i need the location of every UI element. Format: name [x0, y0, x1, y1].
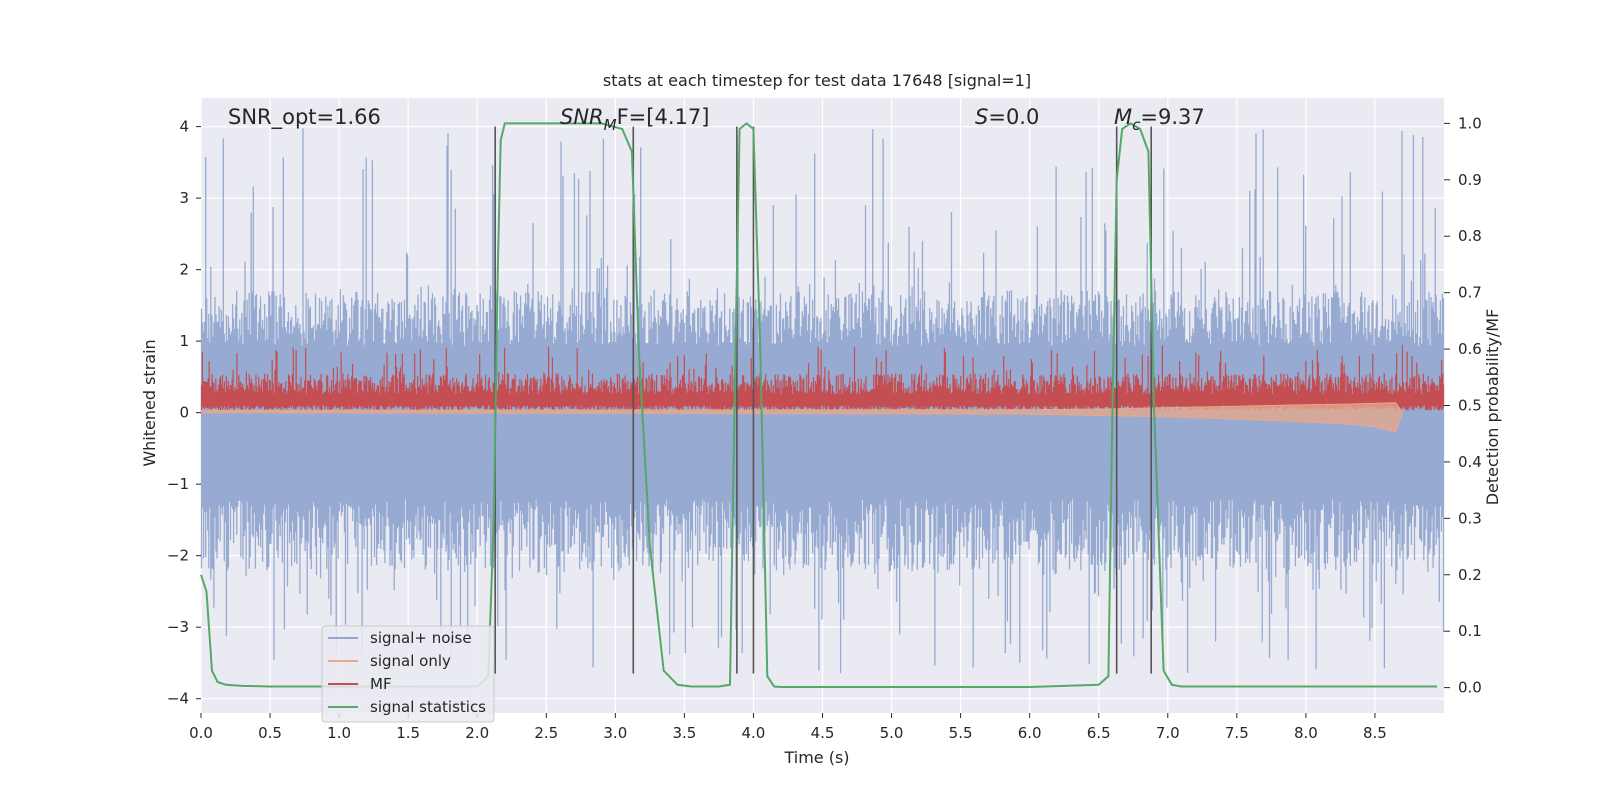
- y-axis-label: Whitened strain: [140, 339, 159, 466]
- y2-tick-label: 0.5: [1458, 397, 1482, 415]
- x-tick-label: 1.0: [327, 724, 351, 742]
- s-rest: =0.0: [988, 105, 1039, 129]
- snr-mf-rest: F=[4.17]: [617, 105, 710, 129]
- x-tick-label: 3.0: [603, 724, 627, 742]
- legend-frame: [321, 625, 495, 723]
- x-tick-label: 7.5: [1225, 724, 1249, 742]
- y-tick-label: 2: [179, 261, 189, 279]
- mc-annotation: Mc=9.37: [1114, 105, 1205, 134]
- x-tick-label: 2.5: [534, 724, 558, 742]
- x-tick-label: 2.0: [465, 724, 489, 742]
- x-axis-label: Time (s): [783, 748, 849, 767]
- x-tick-label: 6.0: [1018, 724, 1042, 742]
- x-tick-label: 1.5: [396, 724, 420, 742]
- legend-label: signal statistics: [370, 698, 486, 716]
- y-tick-label: 4: [179, 118, 189, 136]
- legend-entry: signal only: [328, 652, 451, 670]
- x-tick-label: 5.5: [949, 724, 973, 742]
- x-tick-label: 3.5: [672, 724, 696, 742]
- mc-main: M: [1114, 105, 1132, 129]
- legend-entry: MF: [328, 675, 392, 693]
- y2-tick-label: 0.9: [1458, 171, 1482, 189]
- x-tick-label: 6.5: [1087, 724, 1111, 742]
- legend: signal+ noise signal only MF signal stat…: [321, 625, 495, 723]
- legend-entry: signal statistics: [328, 698, 486, 716]
- x-tick-label: 8.0: [1294, 724, 1318, 742]
- snr-mf-main: SNR: [560, 105, 604, 129]
- snr-mf-annotation: SNRMF=[4.17]: [560, 105, 709, 134]
- y-tick-label: 1: [179, 332, 189, 350]
- mc-sub: c: [1132, 116, 1141, 134]
- y-tick-label: −1: [167, 475, 189, 493]
- signal-only-series: [200, 402, 1404, 433]
- y2-tick-label: 0.4: [1458, 453, 1482, 471]
- y2-tick-label: 0.6: [1458, 340, 1482, 358]
- x-tick-label: 7.0: [1156, 724, 1180, 742]
- y-tick-label: 0: [179, 404, 189, 422]
- y2-tick-label: 0.8: [1458, 227, 1482, 245]
- legend-label: signal only: [370, 652, 451, 670]
- mc-rest: =9.37: [1140, 105, 1204, 129]
- chart-title: stats at each timestep for test data 176…: [603, 71, 1031, 90]
- snr-opt-annotation: SNR_opt=1.66: [228, 105, 381, 130]
- y2-tick-label: 1.0: [1458, 114, 1482, 132]
- y2-tick-label: 0.0: [1458, 679, 1482, 697]
- legend-entry: signal+ noise: [328, 629, 472, 647]
- x-tick-label: 5.0: [880, 724, 904, 742]
- y-tick-label: −4: [167, 690, 189, 708]
- signal-only-band: [200, 402, 1404, 433]
- legend-label: MF: [370, 675, 392, 693]
- axes: 4 3 2 1 0 −1 −2 −3 −4 1.0 0.9 0.8 0.7 0.6 0.5 0.4 0.3 0.2…: [167, 114, 1482, 742]
- s-main: S: [975, 105, 988, 129]
- y2-tick-label: 0.3: [1458, 509, 1482, 527]
- x-tick-label: 8.5: [1363, 724, 1387, 742]
- legend-label: signal+ noise: [370, 629, 472, 647]
- y-tick-label: −3: [167, 618, 189, 636]
- y-tick-label: 3: [179, 189, 189, 207]
- y2-tick-label: 0.1: [1458, 622, 1482, 640]
- snr-mf-sub: M: [604, 116, 617, 134]
- x-tick-label: 0.0: [189, 724, 213, 742]
- s-annotation: S=0.0: [975, 105, 1039, 129]
- x-tick-label: 4.0: [742, 724, 766, 742]
- x-tick-label: 0.5: [258, 724, 282, 742]
- x-tick-label: 4.5: [811, 724, 835, 742]
- y2-axis-label: Detection probability/MF: [1483, 309, 1502, 506]
- y-tick-label: −2: [167, 547, 189, 565]
- y2-tick-label: 0.7: [1458, 284, 1482, 302]
- y2-tick-label: 0.2: [1458, 566, 1482, 584]
